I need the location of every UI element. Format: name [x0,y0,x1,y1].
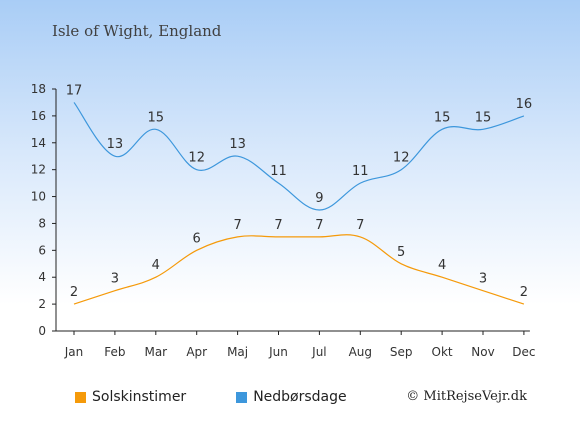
data-label-rain-days: 15 [475,110,492,125]
x-tick-label: Nov [471,345,494,359]
data-label-sunshine: 3 [479,272,487,287]
x-tick-label: Jul [311,345,326,359]
y-tick-label: 0 [38,324,46,338]
x-tick-label: Okt [432,345,453,359]
y-tick-label: 16 [31,109,46,123]
series-line-rain-days [73,102,525,211]
data-label-rain-days: 13 [229,137,246,152]
data-label-sunshine: 3 [111,272,119,287]
y-tick-label: 6 [38,243,46,257]
data-label-sunshine: 7 [315,218,323,233]
x-tick-label: Dec [512,345,535,359]
data-label-sunshine: 2 [70,285,78,300]
data-label-rain-days: 9 [315,191,323,206]
data-label-rain-days: 16 [516,97,533,112]
x-tick-label: Jun [268,345,288,359]
y-tick-label: 8 [38,216,46,230]
data-label-rain-days: 11 [270,164,287,179]
data-label-rain-days: 15 [148,110,165,125]
data-label-sunshine: 5 [397,245,405,260]
data-label-rain-days: 13 [107,137,124,152]
legend: Solskinstimer Nedbørsdage [75,389,389,405]
x-tick-label: Apr [186,345,207,359]
chart-title: Isle of Wight, England [52,22,222,40]
data-label-sunshine: 7 [233,218,241,233]
data-label-rain-days: 15 [434,110,451,125]
copyright-credit: © MitRejseVejr.dk [406,389,527,404]
x-tick-label: Sep [390,345,413,359]
legend-label-rain-days: Nedbørsdage [253,389,347,405]
legend-item-rain-days: Nedbørsdage [236,389,347,405]
legend-label-sunshine: Solskinstimer [92,389,187,405]
y-tick-label: 4 [38,270,46,284]
x-tick-label: Maj [227,345,248,359]
data-label-rain-days: 17 [66,83,83,98]
series-line-sunshine [73,234,525,305]
data-label-rain-days: 12 [188,151,205,166]
data-label-rain-days: 11 [352,164,369,179]
data-label-sunshine: 2 [520,285,528,300]
data-label-sunshine: 6 [193,231,201,246]
data-label-rain-days: 12 [393,151,410,166]
y-tick-label: 10 [31,190,46,204]
x-tick-label: Mar [144,345,167,359]
data-label-sunshine: 7 [274,218,282,233]
x-tick-label: Jan [64,345,84,359]
y-tick-label: 14 [31,136,46,150]
data-label-sunshine: 7 [356,218,364,233]
y-tick-label: 12 [31,163,46,177]
x-tick-label: Feb [104,345,125,359]
data-label-sunshine: 4 [438,258,446,273]
y-tick-label: 2 [38,297,46,311]
x-tick-label: Aug [349,345,372,359]
legend-item-sunshine: Solskinstimer [75,389,186,405]
legend-swatch-rain-days [236,391,248,403]
y-tick-label: 18 [31,82,46,96]
data-label-sunshine: 4 [152,258,160,273]
legend-swatch-sunshine [75,391,86,403]
